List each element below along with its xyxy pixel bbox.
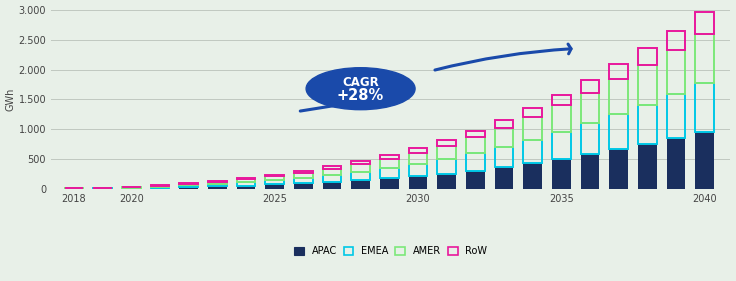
Bar	[180, 187, 198, 189]
Legend: APAC, EMEA, AMER, RoW: APAC, EMEA, AMER, RoW	[290, 242, 491, 260]
Bar	[236, 179, 255, 182]
Bar	[581, 154, 599, 189]
Bar	[408, 148, 428, 153]
Bar	[495, 128, 513, 147]
Bar	[93, 188, 112, 189]
Bar	[552, 105, 570, 132]
Bar	[322, 169, 342, 175]
Bar	[322, 166, 342, 169]
Bar	[180, 184, 198, 185]
Bar	[495, 147, 513, 167]
Bar	[696, 132, 714, 189]
Text: +28%: +28%	[337, 89, 384, 103]
Bar	[523, 163, 542, 189]
Bar	[208, 181, 227, 182]
Bar	[552, 159, 570, 189]
Bar	[322, 182, 342, 189]
Bar	[265, 184, 284, 189]
Bar	[466, 137, 484, 153]
Bar	[552, 95, 570, 105]
Bar	[581, 123, 599, 154]
Bar	[609, 64, 628, 79]
Bar	[609, 79, 628, 114]
Bar	[609, 149, 628, 189]
Bar	[638, 65, 657, 105]
Bar	[437, 146, 456, 159]
Bar	[294, 178, 313, 183]
Bar	[667, 50, 685, 94]
Bar	[523, 140, 542, 163]
Text: CAGR: CAGR	[342, 76, 379, 89]
Bar	[696, 12, 714, 34]
Bar	[466, 171, 484, 189]
Bar	[408, 164, 428, 176]
Bar	[638, 144, 657, 189]
Bar	[609, 114, 628, 149]
Bar	[180, 185, 198, 187]
Bar	[638, 105, 657, 144]
Bar	[523, 108, 542, 117]
Bar	[408, 176, 428, 189]
Bar	[236, 178, 255, 179]
Bar	[696, 34, 714, 83]
Bar	[437, 174, 456, 189]
Bar	[294, 183, 313, 189]
Bar	[523, 117, 542, 140]
Bar	[208, 182, 227, 184]
Bar	[322, 175, 342, 182]
Bar	[552, 132, 570, 159]
Bar	[437, 140, 456, 146]
Bar	[495, 120, 513, 128]
Bar	[122, 187, 141, 188]
Bar	[151, 185, 169, 187]
Bar	[380, 159, 399, 168]
Bar	[151, 188, 169, 189]
Bar	[408, 153, 428, 164]
Bar	[696, 83, 714, 132]
Bar	[122, 188, 141, 189]
Bar	[265, 180, 284, 184]
Bar	[351, 172, 370, 180]
Bar	[581, 80, 599, 93]
Y-axis label: GWh: GWh	[6, 88, 15, 111]
Bar	[437, 159, 456, 174]
Bar	[351, 180, 370, 189]
Bar	[667, 31, 685, 50]
Bar	[495, 167, 513, 189]
Bar	[265, 175, 284, 176]
Bar	[380, 168, 399, 178]
Bar	[151, 187, 169, 188]
Bar	[294, 173, 313, 178]
Ellipse shape	[306, 68, 415, 110]
Bar	[667, 94, 685, 138]
Bar	[180, 183, 198, 184]
Bar	[466, 131, 484, 137]
Bar	[581, 93, 599, 123]
Bar	[208, 184, 227, 186]
Bar	[351, 161, 370, 164]
Bar	[351, 164, 370, 172]
Bar	[265, 176, 284, 180]
Bar	[667, 138, 685, 189]
Bar	[380, 155, 399, 159]
Bar	[380, 178, 399, 189]
Bar	[638, 48, 657, 65]
Bar	[208, 186, 227, 189]
Bar	[236, 185, 255, 189]
Bar	[294, 171, 313, 173]
Bar	[236, 182, 255, 185]
Bar	[466, 153, 484, 171]
